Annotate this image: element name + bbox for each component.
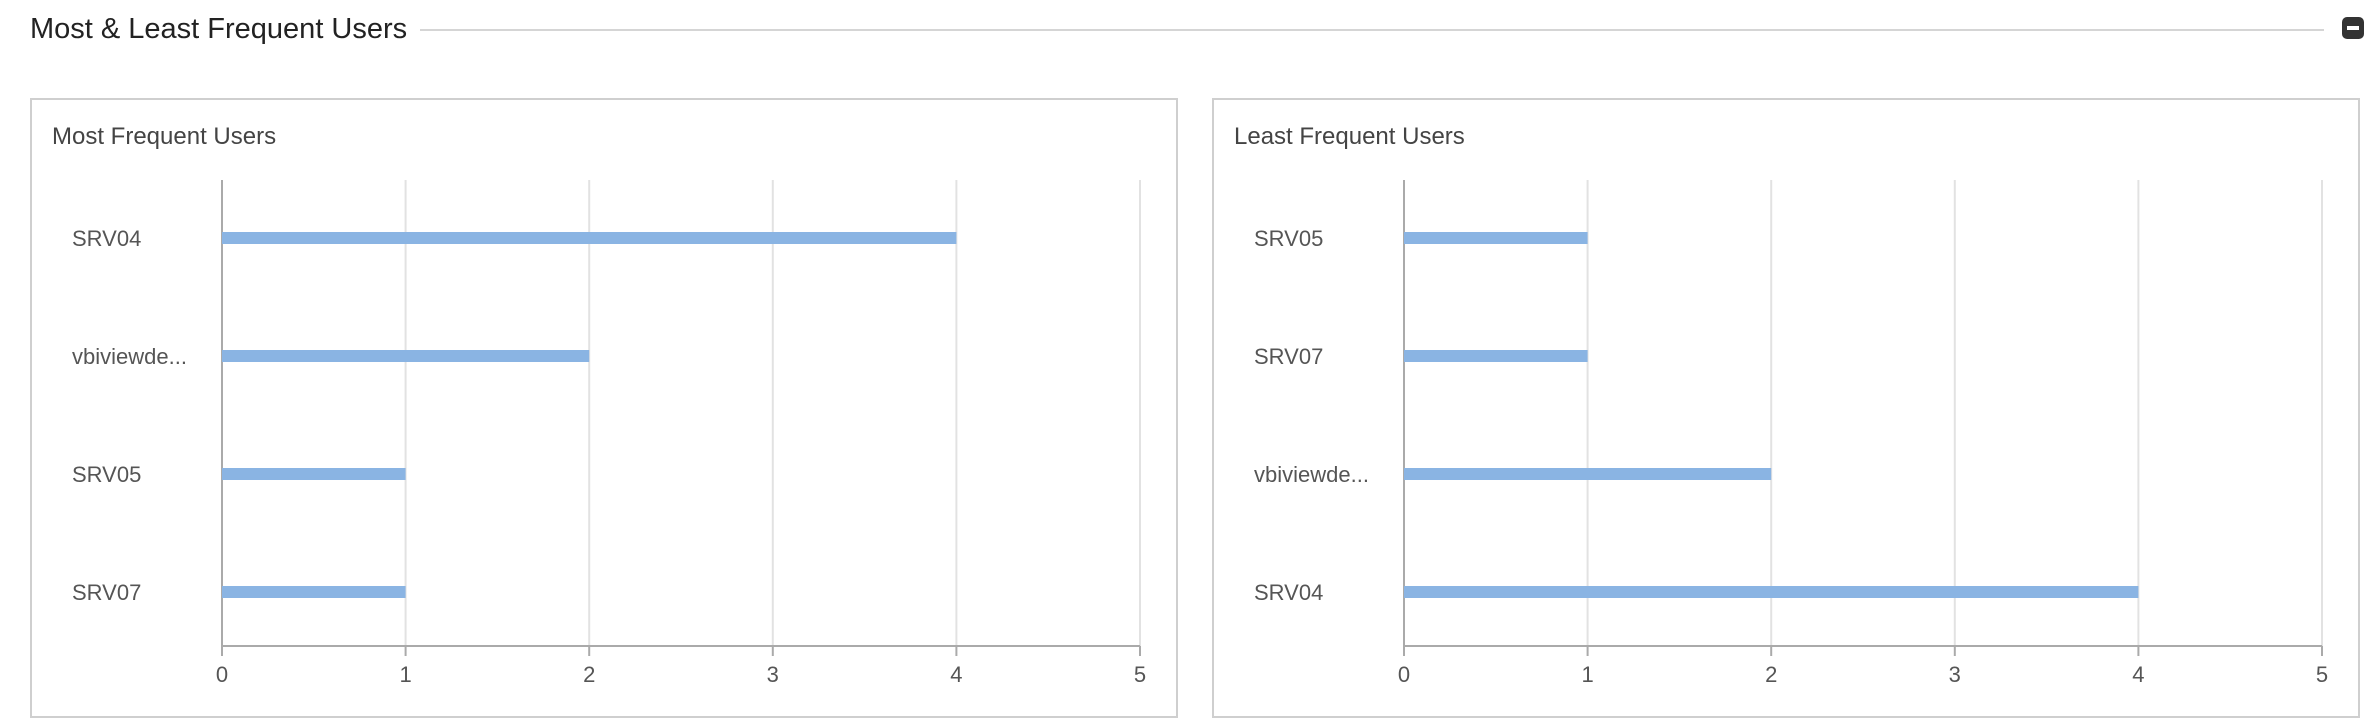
x-tick-label: 4 [950, 662, 962, 687]
x-tick-label: 0 [1398, 662, 1410, 687]
x-tick-label: 3 [767, 662, 779, 687]
category-label: SRV05 [72, 462, 141, 487]
category-label: SRV04 [1254, 580, 1323, 605]
x-tick-label: 1 [399, 662, 411, 687]
most-frequent-users-panel: Most Frequent Users 0 1 2 3 4 5 SRV04 vbiviewde… [30, 98, 1178, 718]
bar [222, 586, 406, 598]
bar [1404, 350, 1588, 362]
x-tick-label: 2 [583, 662, 595, 687]
panel-title: Least Frequent Users [1234, 123, 1465, 150]
least-frequent-users-panel: Least Frequent Users 0 1 2 3 4 5 SRV05 SRV07 vbi… [1212, 98, 2360, 718]
x-tick-label: 2 [1765, 662, 1777, 687]
x-tick-label: 4 [2132, 662, 2144, 687]
bar [1404, 232, 1588, 244]
most-frequent-users-chart: 0 1 2 3 4 5 SRV04 vbiviewde... SRV05 SRV07 [72, 180, 1146, 687]
bar [222, 468, 406, 480]
section-title: Most & Least Frequent Users [30, 13, 408, 45]
least-frequent-users-chart: 0 1 2 3 4 5 SRV05 SRV07 vbiviewde... SRV04 [1254, 180, 2328, 687]
x-tick-label: 5 [2316, 662, 2328, 687]
category-label: SRV07 [1254, 344, 1323, 369]
section-divider [420, 29, 2324, 31]
panel-title: Most Frequent Users [52, 123, 277, 150]
bar [222, 350, 590, 362]
section-header: Most & Least Frequent Users [30, 6, 2364, 52]
bar [1404, 468, 1772, 480]
category-label: SRV04 [72, 226, 141, 251]
category-label: vbiviewde... [72, 344, 187, 369]
x-tick-label: 3 [1949, 662, 1961, 687]
x-tick-label: 5 [1134, 662, 1146, 687]
category-label: SRV07 [72, 580, 141, 605]
bar [1404, 586, 2139, 598]
collapse-icon[interactable] [2342, 17, 2364, 39]
category-label: SRV05 [1254, 226, 1323, 251]
x-tick-label: 1 [1581, 662, 1593, 687]
category-label: vbiviewde... [1254, 462, 1369, 487]
x-tick-label: 0 [216, 662, 228, 687]
bar [222, 232, 957, 244]
